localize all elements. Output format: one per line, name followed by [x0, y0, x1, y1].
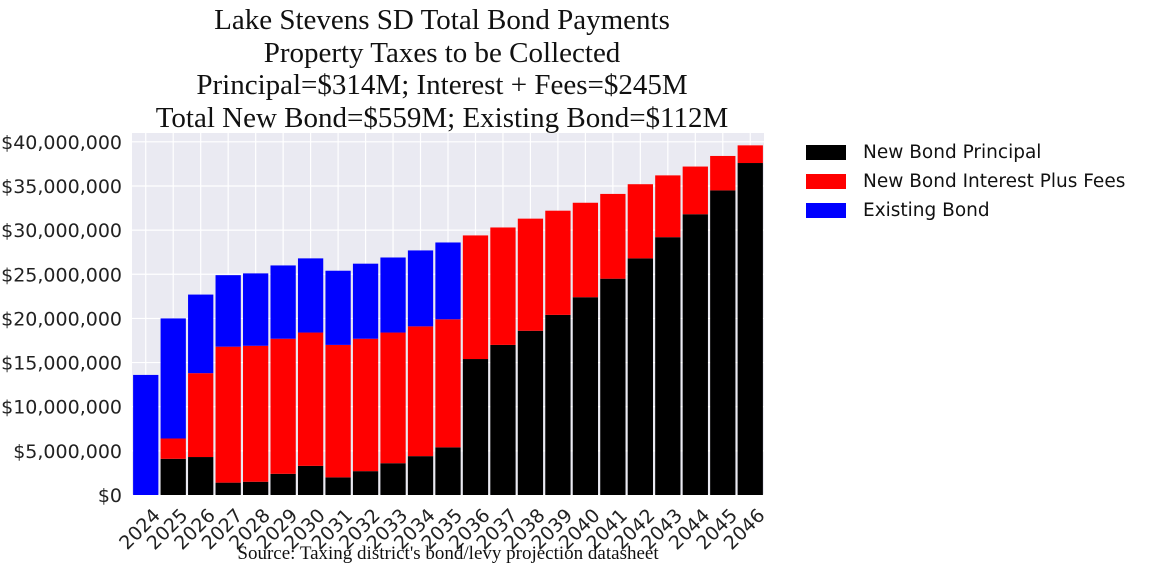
bar-principal — [655, 237, 681, 495]
bar-principal — [243, 481, 269, 495]
bar-principal — [710, 190, 736, 495]
bar-existing — [352, 263, 379, 339]
y-tick-label: $0 — [98, 485, 122, 507]
bar-interest — [710, 155, 736, 191]
bar-existing — [188, 294, 214, 374]
bar-principal — [325, 477, 351, 495]
bar-principal — [352, 471, 379, 495]
bar-interest — [682, 166, 708, 215]
bar-interest — [600, 193, 626, 279]
bar-interest — [462, 235, 489, 360]
legend-label-interest: New Bond Interest Plus Fees — [863, 171, 1126, 192]
bar-interest — [655, 175, 681, 238]
bar-principal — [737, 163, 763, 495]
bar-interest — [270, 338, 296, 474]
bar-principal — [545, 314, 571, 495]
bar-interest — [627, 184, 653, 259]
chart-title: Lake Stevens SD Total Bond Payments Prop… — [132, 4, 752, 134]
bar-existing — [215, 275, 241, 347]
bar-principal — [435, 447, 461, 495]
bar-interest — [380, 332, 406, 464]
bar-existing — [435, 242, 461, 320]
bar-principal — [215, 482, 241, 495]
title-line-1: Lake Stevens SD Total Bond Payments — [214, 4, 670, 36]
legend-item-principal: New Bond Principal — [806, 138, 1125, 167]
legend-swatch-interest — [806, 174, 846, 189]
bar-interest — [188, 373, 214, 458]
bar-principal — [517, 330, 544, 495]
bar-principal — [627, 258, 653, 495]
y-tick-label: $5,000,000 — [13, 441, 122, 463]
bar-principal — [682, 214, 708, 496]
bar-principal — [462, 359, 489, 495]
bar-existing — [270, 265, 296, 339]
title-line-2: Property Taxes to be Collected — [263, 36, 621, 69]
bar-interest — [490, 227, 516, 345]
bar-existing — [325, 270, 351, 345]
bar-interest — [325, 344, 351, 478]
bar-existing — [243, 273, 269, 346]
title-line-4: Total New Bond=$559M; Existing Bond=$112… — [155, 101, 729, 134]
bar-interest — [160, 438, 186, 459]
source-note: Source: Taxing district's bond/levy proj… — [237, 543, 659, 564]
bar-interest — [243, 345, 269, 482]
legend-item-interest: New Bond Interest Plus Fees — [806, 167, 1125, 196]
bar-interest — [407, 326, 434, 457]
y-tick-label: $40,000,000 — [1, 132, 122, 154]
y-tick-label: $30,000,000 — [1, 220, 122, 242]
bar-existing — [380, 257, 406, 333]
bar-existing — [133, 374, 159, 495]
legend-swatch-principal — [806, 145, 846, 160]
legend-item-existing: Existing Bond — [806, 196, 1125, 225]
bar-interest — [572, 202, 599, 298]
bar-interest — [215, 346, 241, 483]
legend-swatch-existing — [806, 203, 846, 218]
bar-interest — [435, 319, 461, 448]
bar-principal — [160, 458, 186, 495]
bar-interest — [297, 332, 324, 466]
bar-principal — [270, 473, 296, 495]
y-tick-label: $10,000,000 — [1, 397, 122, 419]
y-tick-label: $15,000,000 — [1, 353, 122, 375]
bar-existing — [160, 318, 186, 439]
title-line-3: Principal=$314M; Interest + Fees=$245M — [196, 69, 688, 101]
legend: New Bond Principal New Bond Interest Plu… — [806, 138, 1125, 225]
bar-principal — [600, 278, 626, 495]
bar-principal — [188, 457, 214, 495]
bar-interest — [545, 210, 571, 315]
bar-principal — [572, 297, 599, 495]
bar-principal — [297, 465, 324, 495]
bar-existing — [297, 258, 324, 333]
bar-interest — [352, 338, 379, 472]
bar-interest — [517, 218, 544, 331]
y-tick-label: $20,000,000 — [1, 308, 122, 330]
bar-principal — [407, 456, 434, 495]
bar-interest — [737, 145, 763, 164]
legend-label-existing: Existing Bond — [863, 200, 990, 221]
bar-principal — [490, 344, 516, 495]
y-tick-label: $35,000,000 — [1, 176, 122, 198]
y-tick-label: $25,000,000 — [1, 264, 122, 286]
legend-label-principal: New Bond Principal — [863, 142, 1042, 163]
bar-existing — [407, 250, 434, 327]
bar-principal — [380, 463, 406, 495]
